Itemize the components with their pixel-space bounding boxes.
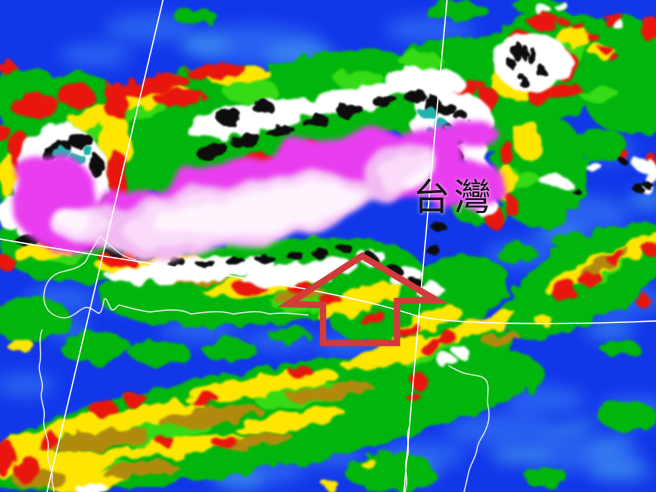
southwest-coastline [38,329,55,492]
up-arrow-annotation [277,252,448,347]
longitude-line-west [46,0,164,492]
taiwan-label: 台灣 [413,176,495,219]
longitude-line-east [403,0,448,492]
cloud-core-inner [59,159,432,236]
china-coastline [43,235,309,319]
taiwan-coastline [448,365,490,492]
